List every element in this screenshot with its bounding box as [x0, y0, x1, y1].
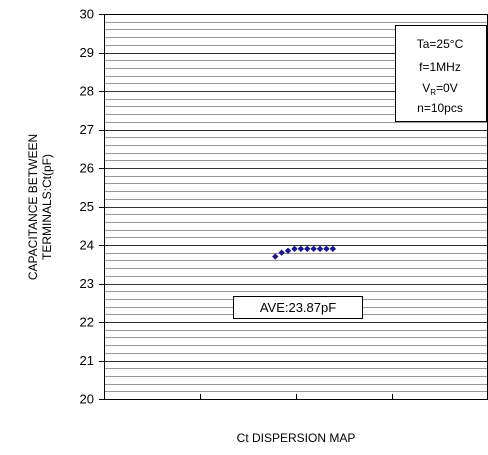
x-axis-label: Ct DISPERSION MAP: [237, 431, 356, 445]
y-tick-label: 29: [80, 45, 94, 60]
data-point: [297, 245, 305, 253]
y-tick-labels: 20 21 22 23 24 25 26 27 28 29 30: [80, 7, 104, 407]
data-point: [310, 245, 317, 253]
y-tick-label: 20: [80, 392, 94, 407]
y-axis-label-line-1: CAPACITANCE BETWEEN: [26, 134, 40, 280]
data-point: [323, 245, 330, 253]
condition-frequency: f=1MHz: [419, 60, 461, 74]
data-point: [278, 249, 285, 256]
y-tick-label: 23: [80, 276, 94, 291]
y-tick-label: 26: [80, 161, 94, 176]
vr-subscript: R: [430, 88, 436, 97]
average-annotation: AVE:23.87pF: [233, 296, 363, 319]
y-tick-label: 27: [80, 122, 94, 137]
vr-symbol: V: [422, 81, 430, 95]
y-tick-label: 30: [80, 7, 94, 22]
y-tick-label: 21: [80, 353, 94, 368]
data-points: [272, 245, 337, 260]
conditions-box-frame: [395, 25, 487, 122]
condition-reverse-voltage: VR=0V: [422, 81, 457, 97]
data-point: [291, 245, 298, 253]
average-box-frame: [233, 296, 363, 319]
y-axis-label: CAPACITANCE BETWEEN TERMINALS:Ct(pF): [26, 134, 54, 280]
average-label: AVE:23.87pF: [260, 300, 336, 315]
data-point: [284, 247, 292, 254]
condition-sample-count: n=10pcs: [417, 101, 463, 115]
y-tick-label: 22: [80, 315, 94, 330]
conditions-legend: Ta=25°C f=1MHz VR=0V n=10pcs: [395, 25, 487, 122]
vr-value: =0V: [436, 81, 458, 95]
data-point: [329, 245, 337, 253]
condition-temperature: Ta=25°C: [417, 37, 464, 51]
data-point: [316, 245, 324, 253]
data-point: [304, 245, 311, 253]
x-ticks: [200, 394, 393, 399]
y-axis-label-line-2: TERMINALS:Ct(pF): [40, 154, 54, 260]
y-tick-label: 24: [80, 238, 94, 253]
y-tick-label: 25: [80, 199, 94, 214]
data-point: [272, 253, 279, 260]
y-tick-label: 28: [80, 84, 94, 99]
